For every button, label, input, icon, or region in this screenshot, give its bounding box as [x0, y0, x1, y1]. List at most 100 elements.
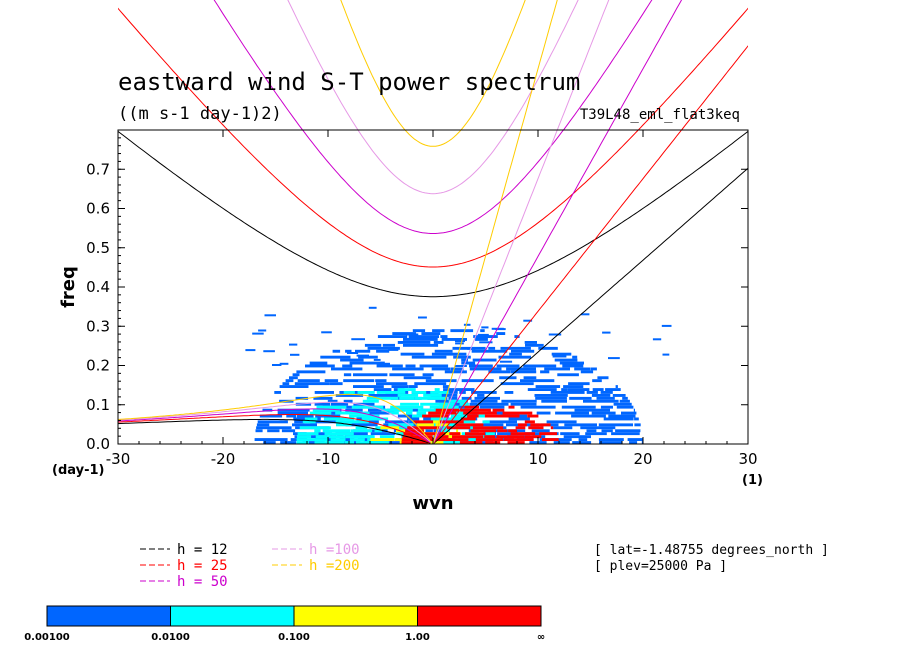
spectrum-cell — [277, 408, 310, 412]
spectrum-cell — [296, 370, 326, 374]
spectrum-cell — [465, 432, 486, 436]
rossby-curve-h12 — [118, 418, 431, 444]
spectrum-cell — [377, 335, 408, 338]
spectrum-cell — [267, 429, 280, 433]
x-tick-label: 20 — [633, 450, 652, 468]
spectrum-cell — [435, 408, 460, 412]
spectrum-cell — [611, 432, 640, 436]
spectrum-cell — [453, 355, 471, 359]
spectrum-cell — [430, 391, 449, 394]
spectrum-cell — [541, 399, 567, 403]
spectrum-cell — [367, 346, 400, 350]
spectrum-cell — [418, 441, 444, 444]
spectrum-cell — [417, 408, 437, 412]
spectrum-cell — [450, 414, 473, 418]
spectrum-cell — [561, 388, 568, 391]
spectrum-cell — [520, 379, 555, 383]
spectrum-cell — [347, 352, 359, 354]
spectrum-cell — [471, 423, 504, 427]
spectrum-cell — [402, 435, 433, 439]
spectrum-cell — [408, 335, 439, 338]
spectrum-cell — [282, 382, 290, 386]
spectrum-cell — [438, 435, 463, 439]
spectrum-cell — [258, 329, 267, 332]
spectrum-cell — [591, 367, 597, 371]
y-tick-label: 0.1 — [86, 396, 110, 414]
spectrum-cell — [568, 382, 590, 386]
run-label: T39L48_eml_flat3keq — [580, 107, 740, 123]
colorbar-label: 0.00100 — [24, 632, 70, 643]
spectrum-cell — [297, 379, 320, 383]
spectrum-cell — [525, 343, 544, 347]
spectrum-cell — [391, 385, 409, 388]
y-axis-label: freq — [58, 266, 79, 308]
spectrum-cell — [343, 399, 353, 403]
spectrum-cell — [508, 405, 515, 409]
kelvin-curve-h12 — [432, 167, 748, 444]
spectrum-cell — [484, 414, 520, 418]
spectrum-cell — [389, 373, 415, 377]
spectrum-cell — [599, 441, 622, 444]
spectrum-cell — [335, 420, 369, 424]
spectrum-cell — [473, 335, 498, 338]
spectrum-cell — [351, 405, 384, 409]
spectrum-cell — [423, 394, 442, 397]
spectrum-cell — [405, 429, 424, 433]
spectrum-cell — [432, 420, 441, 424]
spectrum-cell — [400, 402, 419, 406]
spectrum-cell — [463, 323, 471, 326]
spectrum-cell — [634, 417, 639, 421]
spectrum-cell — [392, 332, 417, 335]
spectrum-cell — [662, 353, 670, 356]
spectrum-cell — [601, 429, 613, 433]
spectrum-cell — [355, 426, 368, 430]
spectrum-cell — [500, 346, 531, 350]
spectrum-cell — [409, 385, 418, 388]
spectrum-cell — [361, 417, 389, 421]
colorbar-segment — [293, 605, 418, 627]
spectrum-cell — [540, 370, 550, 374]
spectrum-cell — [472, 426, 504, 430]
spectrum-cell — [448, 396, 458, 400]
ig-curve-h50 — [213, 0, 653, 234]
spectrum-cell — [322, 429, 351, 433]
spectrum-cell — [524, 435, 542, 439]
spectrum-cell — [376, 382, 408, 386]
spectrum-cell — [304, 417, 318, 421]
spectrum-cell — [314, 432, 332, 436]
spectrum-cell — [450, 367, 464, 371]
y-tick-label: 0.3 — [86, 317, 110, 335]
spectrum-cell — [527, 414, 539, 418]
spectrum-cell — [557, 373, 579, 377]
spectrum-cell — [605, 388, 621, 391]
spectrum-cell — [497, 432, 518, 436]
spectrum-cell — [430, 394, 458, 397]
spectrum-cell — [277, 411, 308, 415]
ig-curve-h25 — [118, 7, 748, 268]
spectrum-cell — [598, 423, 633, 427]
ig-curve-h200 — [340, 0, 526, 147]
spectrum-cell — [418, 316, 427, 319]
spectrum-cell — [615, 385, 618, 388]
spectrum-cell — [256, 423, 270, 427]
colorbar-label: 1.00 — [405, 632, 430, 643]
spectrum-cell — [510, 402, 537, 406]
spectrum-cell — [297, 435, 312, 439]
x-axis: -30 -20 -10 0 10 20 30 — [106, 130, 758, 468]
spectrum-cell — [421, 332, 441, 335]
spectrum-cell — [471, 349, 508, 353]
spectrum-cell — [571, 414, 606, 418]
spectrum-cell — [343, 379, 375, 383]
spectrum-cell — [336, 356, 349, 359]
spectrum-cell — [305, 364, 335, 368]
spectrum-cell — [612, 394, 626, 397]
y-tick-label: 0.4 — [86, 278, 110, 296]
spectrum-cell — [542, 438, 559, 441]
spectrum-cell — [373, 388, 392, 391]
spectrum-cell — [581, 313, 590, 316]
spectrum-cell — [452, 435, 484, 439]
spectrum-cell — [455, 423, 484, 427]
spectrum-cell — [314, 429, 321, 433]
spectrum-cell — [524, 341, 537, 344]
spectrum-cell — [442, 385, 450, 388]
